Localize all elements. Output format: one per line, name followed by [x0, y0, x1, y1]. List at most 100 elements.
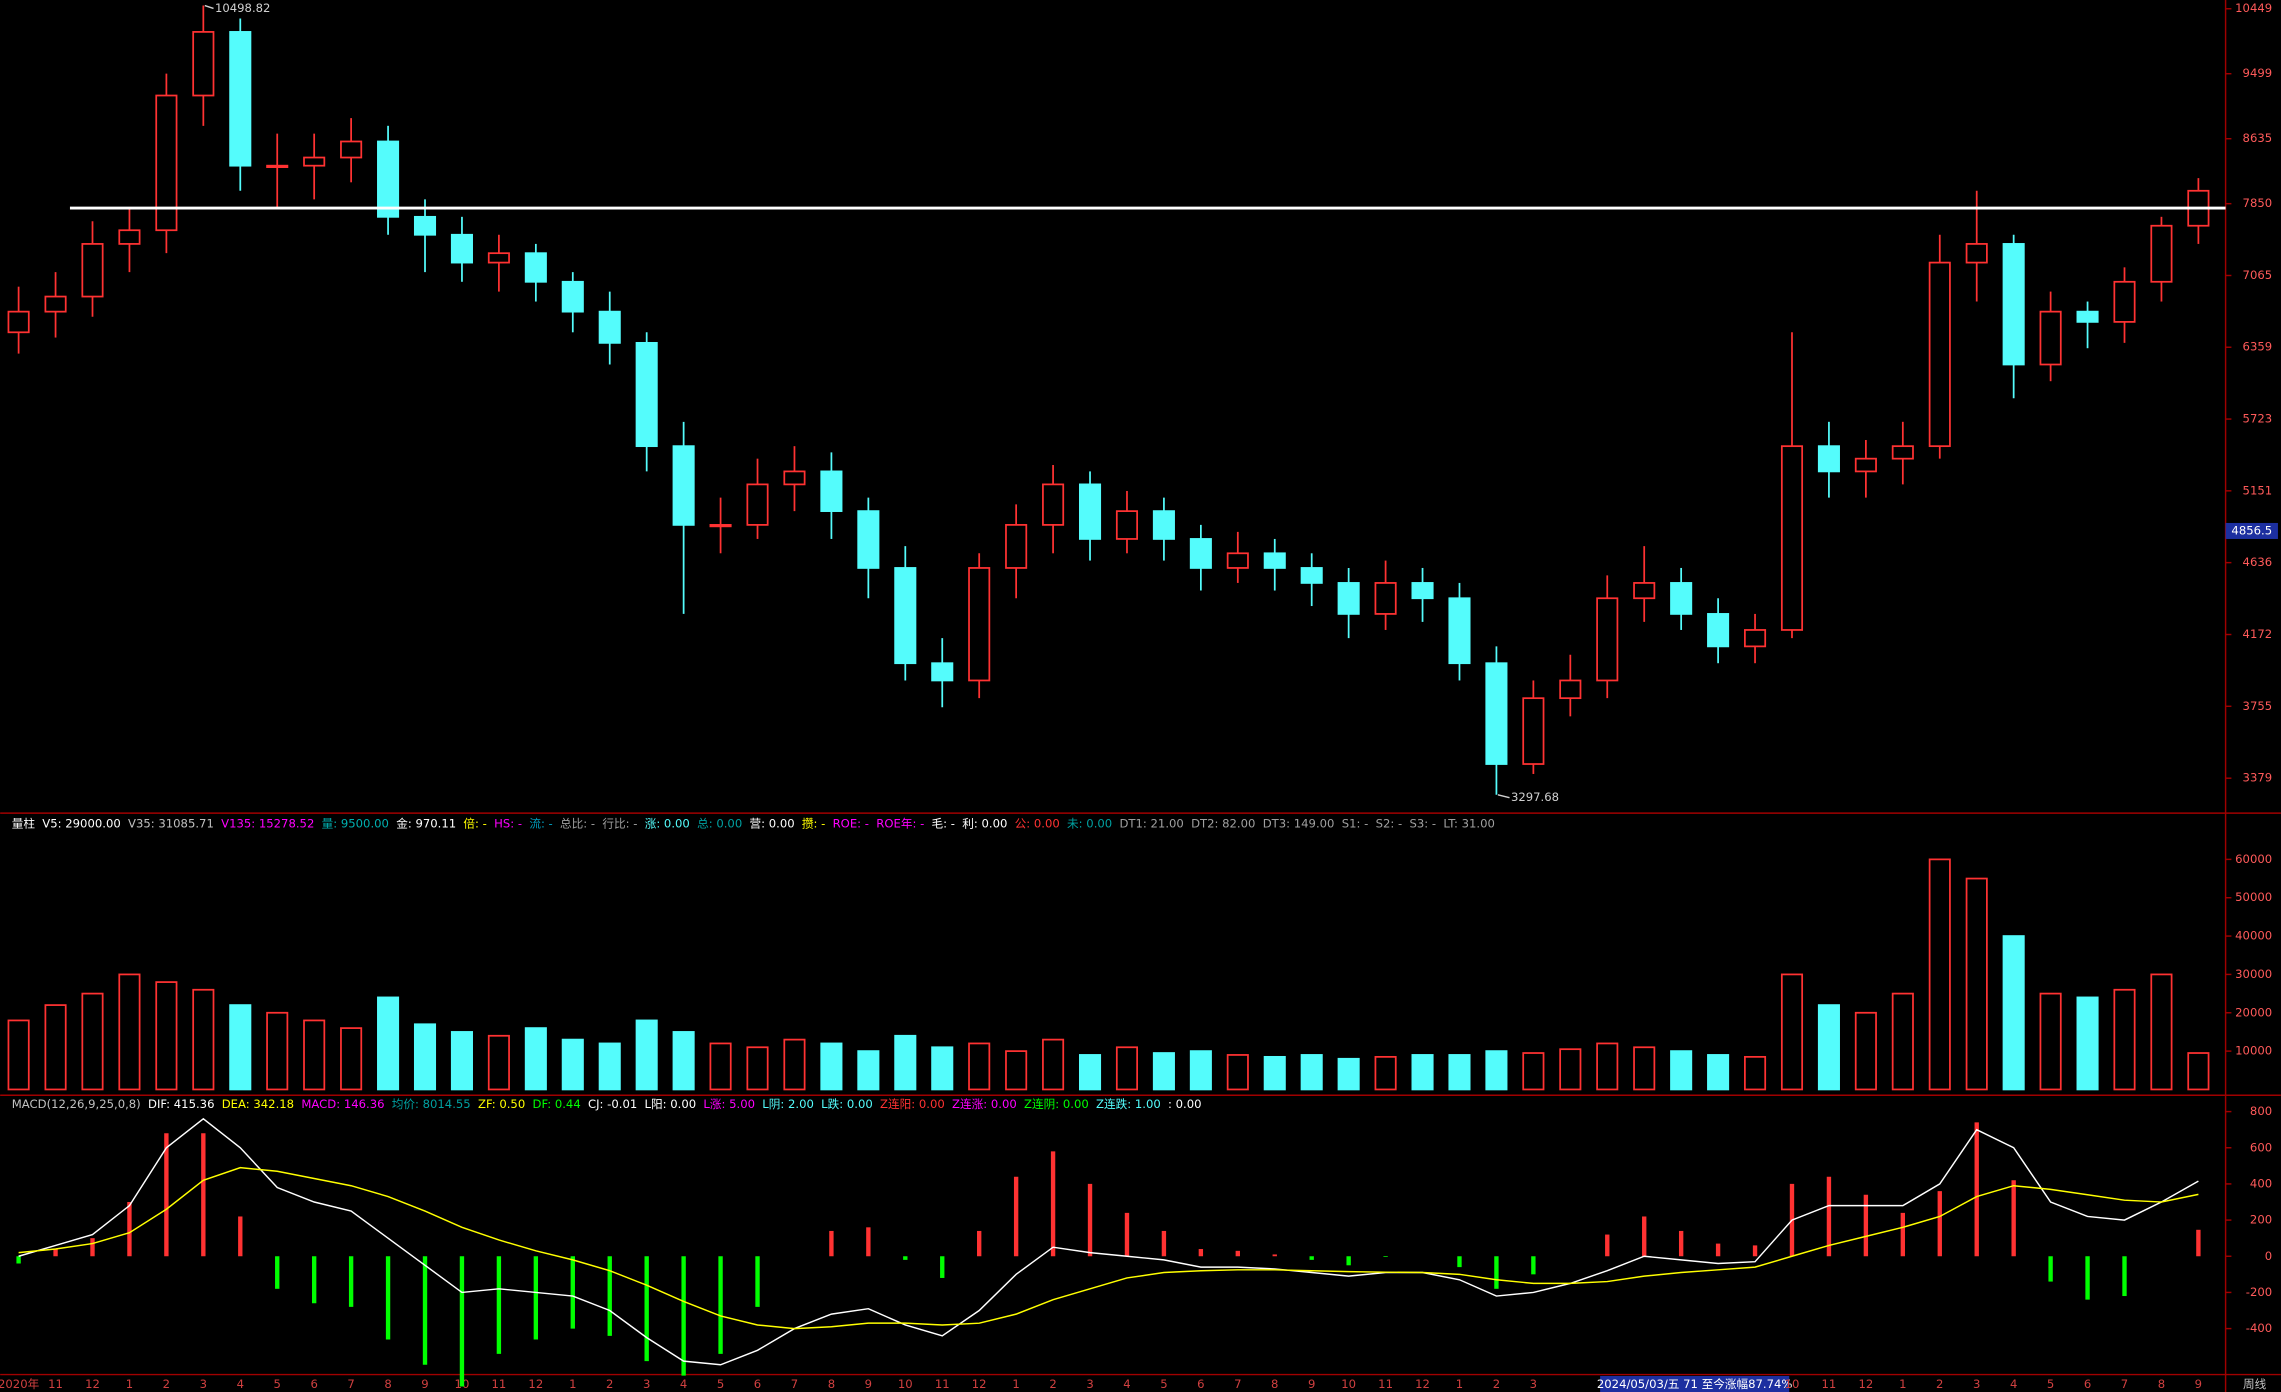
volume-bar	[709, 1042, 732, 1091]
candle-body	[1817, 445, 1840, 473]
x-tick-label: 10	[1785, 1377, 1800, 1391]
candle-body	[1928, 261, 1951, 448]
volume-bar	[1633, 1046, 1656, 1091]
candle-body	[1115, 510, 1139, 540]
candle-body	[1670, 582, 1693, 615]
candle-body	[709, 524, 732, 528]
volume-bar	[1559, 1048, 1582, 1091]
header-item: DT3: 149.00	[1263, 816, 1335, 830]
candle-body	[1152, 510, 1175, 540]
volume-bar	[1891, 992, 1914, 1091]
candle-body	[229, 31, 252, 167]
header-item: ROE年: -	[876, 816, 924, 830]
header-item: S2: -	[1376, 816, 1403, 830]
volume-bar	[1596, 1042, 1619, 1091]
header-item: S3: -	[1409, 816, 1436, 830]
volume-bar	[2076, 996, 2099, 1091]
header-item: L涨: 5.00	[703, 1097, 755, 1111]
header-item: Z连阴: 0.00	[1024, 1097, 1089, 1111]
x-tick-label: 2	[1936, 1377, 1943, 1391]
candle-body	[524, 252, 547, 283]
candle-body	[1042, 483, 1065, 526]
y-tick-label: 5151	[2243, 483, 2273, 497]
volume-bar	[2002, 935, 2025, 1091]
y-tick-label: 3379	[2243, 771, 2273, 785]
y-tick-label: 400	[2250, 1176, 2272, 1190]
candle-body	[1485, 662, 1508, 765]
x-tick-label: 3	[1530, 1377, 1537, 1391]
x-tick-label: 9	[2195, 1377, 2202, 1391]
candle-body	[746, 483, 769, 526]
x-tick-label: 12	[528, 1377, 543, 1391]
y-tick-label: 20000	[2235, 1005, 2272, 1019]
candle-body	[1744, 629, 1767, 648]
x-tick-label: 10	[898, 1377, 913, 1391]
x-tick-label: 6	[310, 1377, 317, 1391]
high-pointer	[204, 4, 214, 10]
x-tick-label: 11	[935, 1377, 950, 1391]
volume-bar	[746, 1046, 769, 1091]
candle-body	[1707, 613, 1730, 648]
x-tick-label: 3	[1973, 1377, 1980, 1391]
x-tick-label: 12	[85, 1377, 100, 1391]
candle-body	[1965, 243, 1988, 264]
x-tick-label: 7	[1234, 1377, 1241, 1391]
header-item: S1: -	[1342, 816, 1369, 830]
header-item: ROE: -	[833, 816, 869, 830]
y-tick-label: 30000	[2235, 967, 2272, 981]
volume-bar	[2039, 992, 2062, 1091]
x-tick-label: 6	[1197, 1377, 1204, 1391]
current-price-box	[2225, 522, 2278, 539]
y-tick-label: -200	[2246, 1285, 2272, 1299]
volume-bar	[2187, 1052, 2210, 1091]
y-tick-label: 60000	[2235, 852, 2272, 866]
header-item: 未: 0.00	[1067, 816, 1112, 830]
x-tick-label: 7	[347, 1377, 354, 1391]
header-item: 公: 0.00	[1015, 816, 1060, 830]
header-item: HS: -	[494, 816, 522, 830]
header-item: V35: 31085.71	[128, 816, 214, 830]
candle-body	[2002, 243, 2025, 366]
y-tick-label: -400	[2246, 1321, 2272, 1335]
candle-body	[931, 662, 954, 682]
volume-bar	[303, 1019, 326, 1091]
y-tick-label: 8635	[2243, 131, 2273, 145]
volume-bar	[340, 1027, 363, 1091]
candle-body	[81, 243, 104, 298]
x-tick-label: 4	[680, 1377, 687, 1391]
x-tick-label: 7	[2121, 1377, 2128, 1391]
current-price-label: 4856.5	[2231, 523, 2272, 537]
x-tick-label: 2	[606, 1377, 613, 1391]
volume-bar	[1817, 1004, 1840, 1091]
volume-bar	[1854, 1011, 1877, 1091]
volume-bar	[1485, 1050, 1508, 1091]
candle-body	[340, 140, 363, 159]
volume-bar	[1448, 1054, 1471, 1091]
volume-bar	[1411, 1054, 1434, 1091]
y-tick-label: 50000	[2235, 890, 2272, 904]
volume-bar	[1226, 1054, 1249, 1091]
x-tick-label: 7	[791, 1377, 798, 1391]
x-tick-label: 8	[1271, 1377, 1278, 1391]
period-label: 周线	[2243, 1377, 2267, 1391]
volume-bar	[1042, 1038, 1065, 1091]
candle-body	[968, 567, 991, 682]
candle-body	[1411, 582, 1434, 600]
x-tick-label: 3	[200, 1377, 207, 1391]
candle-body	[820, 470, 843, 512]
header-item: DEA: 342.18	[222, 1097, 294, 1111]
candle-body	[1005, 524, 1028, 569]
y-tick-label: 10449	[2235, 1, 2272, 15]
candle-body	[266, 164, 289, 169]
candle-body	[1633, 582, 1656, 600]
candle-body	[2113, 280, 2136, 323]
header-item: DF: 0.44	[533, 1097, 581, 1111]
volume-bar	[266, 1011, 289, 1091]
header-item: 流: -	[529, 816, 552, 830]
header-item: MACD: 146.36	[301, 1097, 384, 1111]
candle-body	[303, 156, 326, 167]
x-tick-label: 1	[569, 1377, 576, 1391]
candle-body	[1448, 597, 1471, 665]
candle-body	[377, 140, 400, 218]
x-tick-label: 2	[1493, 1377, 1500, 1391]
